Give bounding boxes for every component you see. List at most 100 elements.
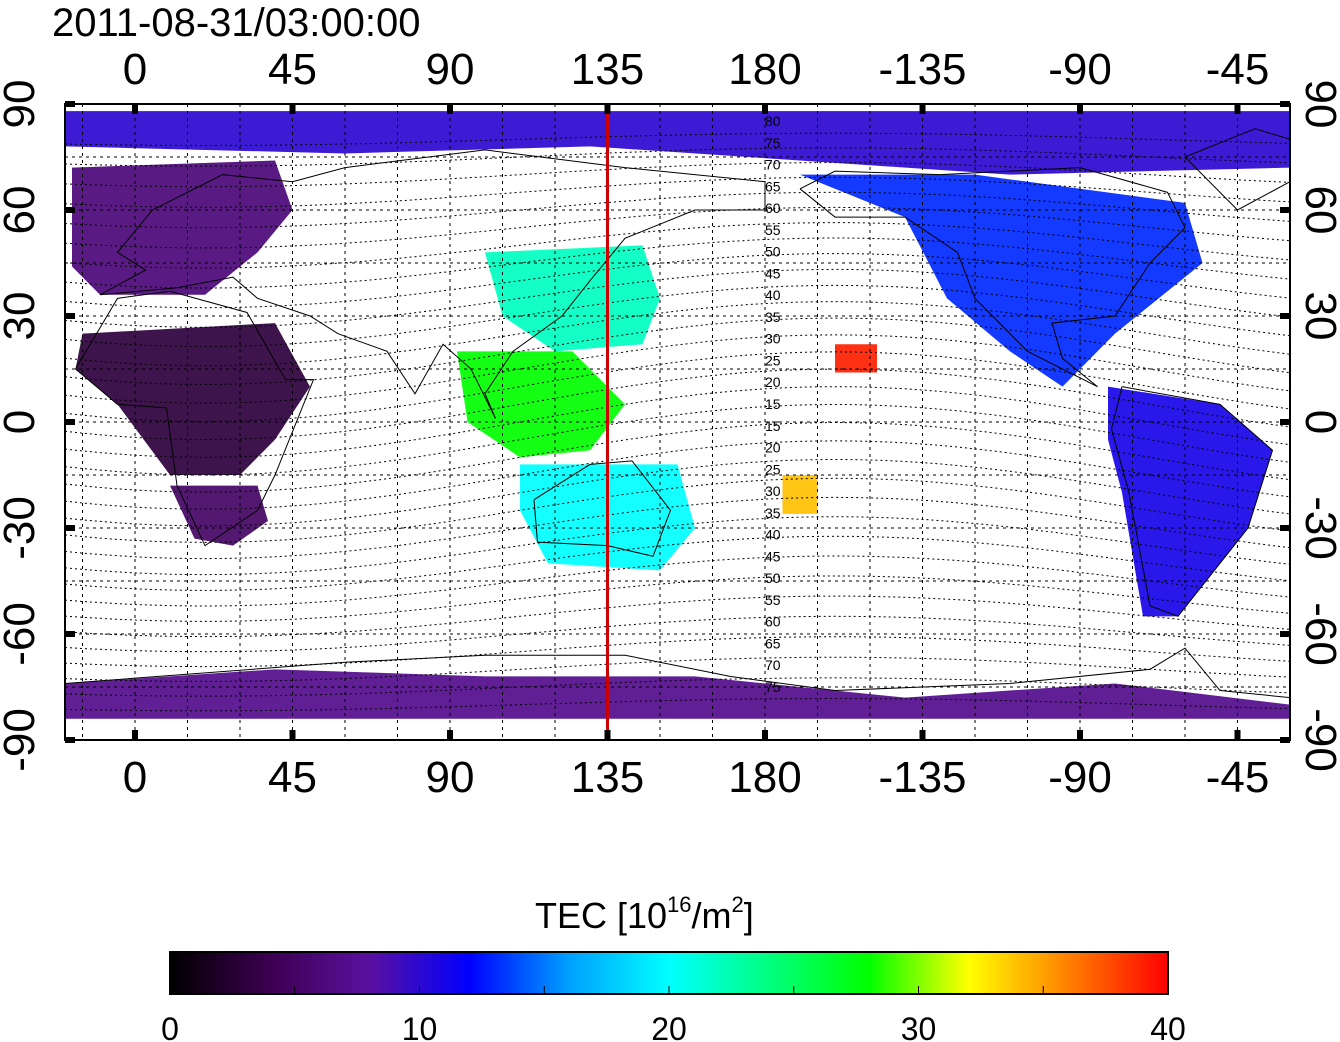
lon-tick-label: -45	[1206, 45, 1270, 94]
tec-region-antarctica	[65, 669, 1290, 719]
lon-tick-label: 90	[426, 753, 475, 802]
lon-tick-label: 135	[571, 45, 644, 94]
contour-label: 20	[765, 440, 781, 456]
lon-tick-label: 90	[426, 45, 475, 94]
lat-tick-label: 60	[0, 186, 44, 235]
contour-labels: 80 75 70 65 60 55 50 45 40 35 30 25 20 15 15 20 25 30 35 40…	[765, 113, 781, 695]
contour-label: 65	[765, 178, 781, 194]
lat-tick-label: 30	[0, 292, 44, 341]
contour-label: 60	[765, 614, 781, 630]
right-latitude-axis: 90 60 30 0 -30 -60 -90	[1280, 80, 1340, 772]
colorbar-tick-label: 30	[901, 1011, 937, 1042]
magnetic-contours	[65, 132, 1290, 712]
magnetic-contour	[65, 301, 1290, 367]
magnetic-contour	[65, 162, 1290, 188]
colorbar-title: TEC [1016/m2]	[535, 892, 754, 936]
contour-label: 55	[765, 592, 781, 608]
contour-label: 30	[765, 331, 781, 347]
magnetic-contour	[65, 477, 1290, 543]
map-panel: 80 75 70 65 60 55 50 45 40 35 30 25 20 15 15 20 25 30 35 40…	[64, 103, 1291, 741]
coastline-3	[799, 167, 1186, 388]
contour-label: 80	[765, 113, 781, 129]
lat-tick-label: 30	[1296, 292, 1340, 341]
magnetic-contour	[65, 656, 1290, 682]
lat-tick-label: -90	[1296, 708, 1340, 772]
lon-tick-label: -90	[1048, 45, 1112, 94]
colorbar-title-mid: /m	[692, 895, 732, 936]
contour-label: 40	[765, 287, 781, 303]
contour-label: 35	[765, 505, 781, 521]
lat-tick-label: 0	[0, 410, 44, 434]
lat-tick-label: 90	[0, 80, 44, 129]
magnetic-contour	[65, 317, 1290, 386]
colorbar-title-prefix: TEC [10	[535, 895, 667, 936]
contour-label: 25	[765, 352, 781, 368]
coastline-5	[1184, 128, 1290, 211]
colorbar-tick-label: 0	[161, 1011, 179, 1042]
lon-tick-label: -135	[878, 45, 966, 94]
magnetic-contour	[65, 440, 1290, 510]
contour-label: 60	[765, 200, 781, 216]
magnetic-contour	[65, 535, 1290, 591]
contour-label: 70	[765, 657, 781, 673]
contour-label: 15	[765, 418, 781, 434]
timestamp-title: 2011-08-31/03:00:00	[52, 1, 420, 45]
contour-label: 40	[765, 527, 781, 543]
tec-region-east-asia	[485, 245, 660, 352]
tec-region-southeast-asia	[457, 351, 625, 458]
magnetic-contour	[65, 253, 1290, 309]
magnetic-contour	[65, 516, 1290, 576]
contour-label: 75	[765, 135, 781, 151]
left-latitude-axis: 90 60 30 0 -30 -60 -90	[0, 80, 75, 772]
bottom-longitude-axis: 0 45 90 135 180 -135 -90 -45	[123, 730, 1270, 802]
contour-label: 50	[765, 570, 781, 586]
tec-region-south-africa	[170, 485, 268, 546]
lon-tick-label: 45	[268, 45, 317, 94]
lon-tick-label: -45	[1206, 753, 1270, 802]
lat-tick-label: 0	[1296, 410, 1340, 434]
coastline-6	[65, 647, 1290, 699]
contour-label: 50	[765, 244, 781, 260]
contour-label: 35	[765, 309, 781, 325]
colorbar-tick-label: 40	[1150, 1011, 1186, 1042]
colorbar-ticks: 0 10 20 30 40	[161, 986, 1186, 1042]
tec-region-north-polar-band	[65, 111, 1290, 175]
lat-tick-label: -60	[1296, 602, 1340, 666]
contour-label: 55	[765, 222, 781, 238]
lon-tick-label: 0	[123, 45, 147, 94]
coastlines	[65, 128, 1290, 699]
magnetic-contour	[65, 697, 1290, 712]
magnetic-contour	[65, 496, 1290, 560]
colorbar-tick-label: 10	[402, 1011, 438, 1042]
magnetic-contour	[65, 268, 1290, 328]
colorbar-title-suffix: ]	[744, 895, 754, 936]
magnetic-contour	[65, 284, 1290, 348]
magnetic-contour	[65, 677, 1290, 697]
tec-data-layer	[65, 111, 1290, 719]
tec-region-pacific-hot-spot	[835, 344, 877, 373]
coastline-2	[533, 460, 672, 557]
top-longitude-axis: 0 45 90 135 180 -135 -90 -45	[123, 45, 1270, 114]
lat-tick-label: 60	[1296, 186, 1340, 235]
lon-tick-label: 45	[268, 753, 317, 802]
contour-label: 15	[765, 396, 781, 412]
contour-label: 30	[765, 483, 781, 499]
tec-region-south-america	[1108, 386, 1273, 617]
contour-label: 25	[765, 461, 781, 477]
coastline-0	[99, 149, 766, 419]
magnetic-contour	[65, 147, 1290, 167]
colorbar-tick-label: 20	[651, 1011, 687, 1042]
contour-label: 20	[765, 374, 781, 390]
contour-label: 65	[765, 635, 781, 651]
lat-tick-label: -60	[0, 602, 44, 666]
tec-region-north-america	[800, 174, 1203, 387]
lon-tick-label: -90	[1048, 753, 1112, 802]
tec-region-europe	[72, 160, 293, 295]
colorbar: TEC [1016/m2] 0 10 20 30 40	[161, 892, 1186, 1042]
colorbar-title-exp1: 16	[667, 892, 691, 917]
magnetic-contour	[65, 458, 1290, 527]
lon-tick-label: 0	[123, 753, 147, 802]
contour-label: 75	[765, 679, 781, 695]
tec-region-south-pacific-patch	[782, 475, 818, 514]
